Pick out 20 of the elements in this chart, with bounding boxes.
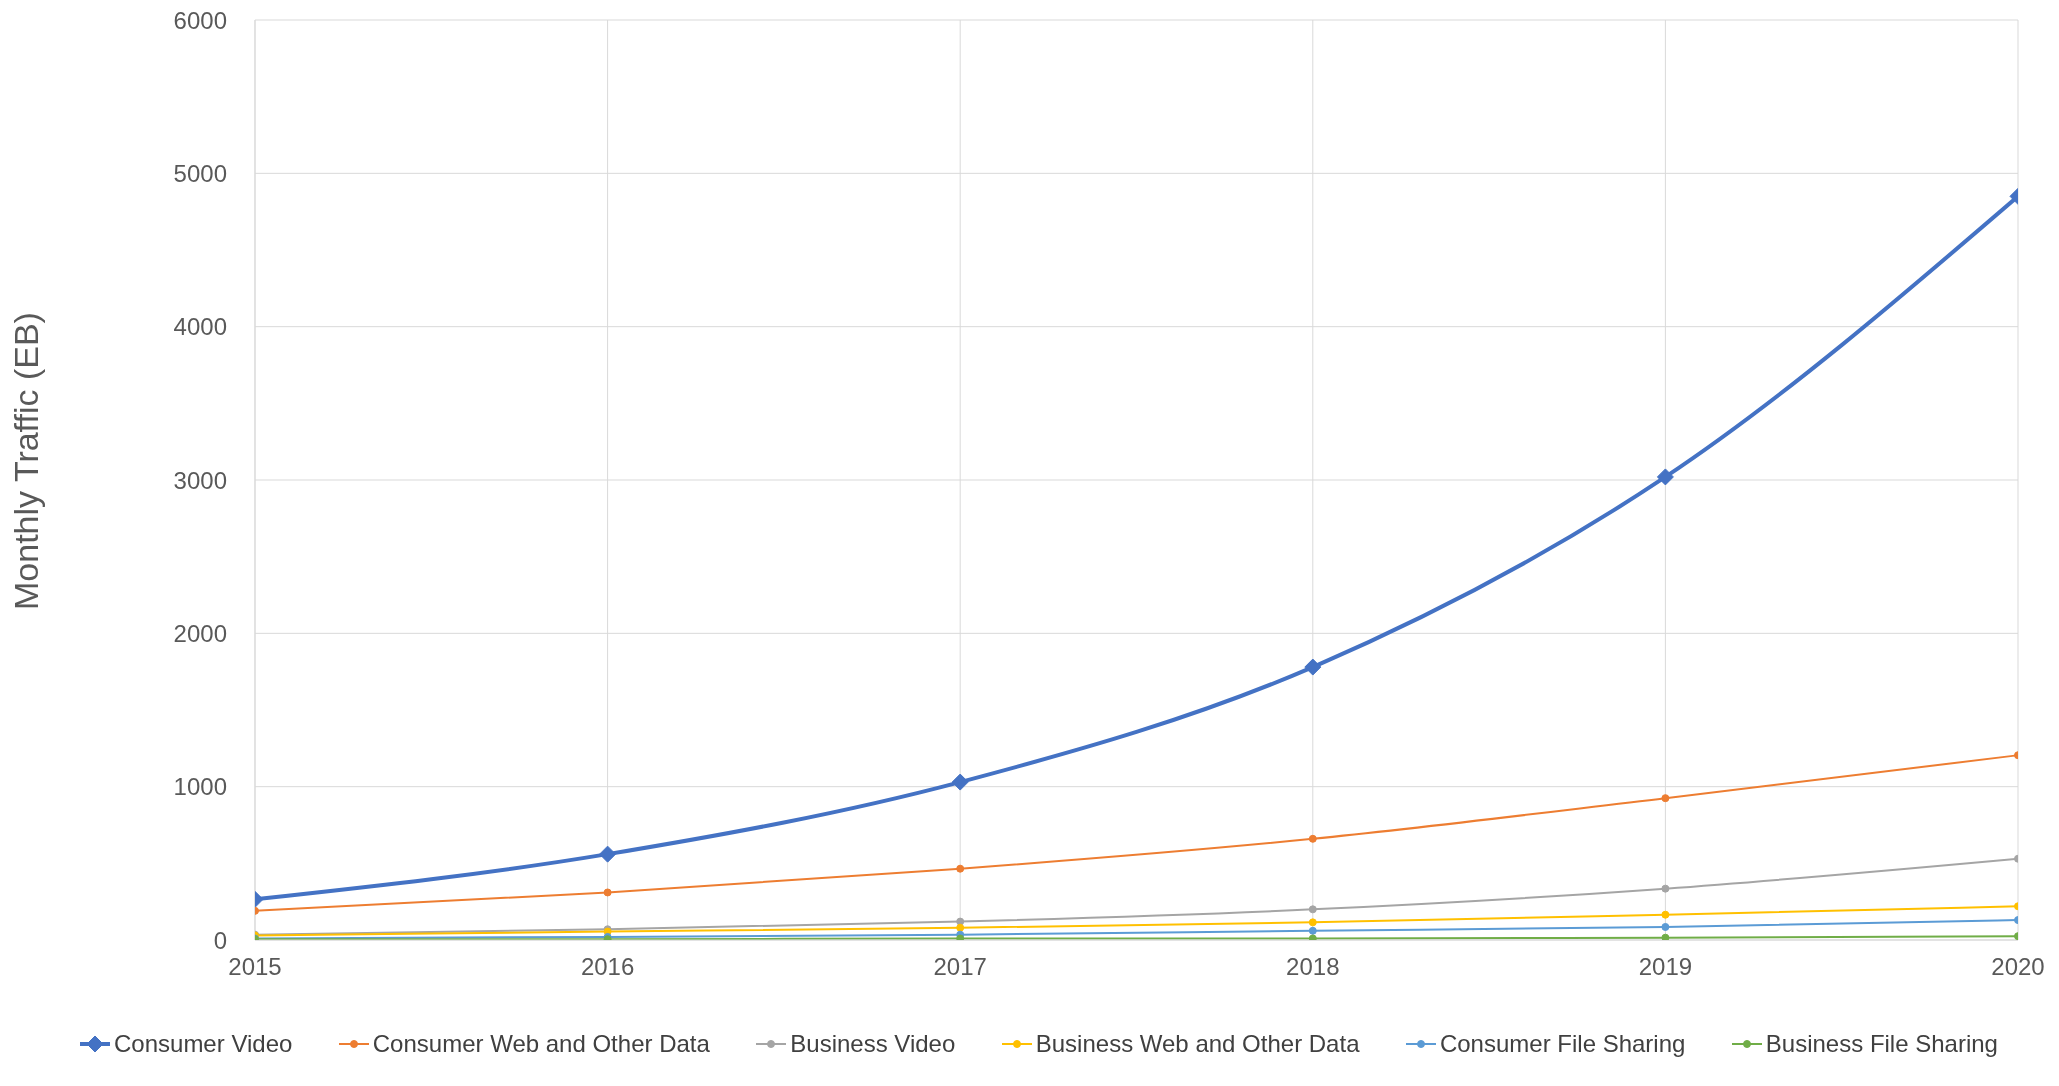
y-tick-label: 2000	[173, 619, 227, 647]
y-tick-label: 5000	[173, 159, 227, 187]
x-tick-label: 2015	[228, 953, 282, 981]
legend-label: Business File Sharing	[1765, 1030, 1998, 1058]
legend-label: Consumer Video	[114, 1030, 293, 1058]
legend-label: Business Web and Other Data	[1035, 1030, 1360, 1058]
x-tick-label: 2016	[580, 953, 635, 981]
legend-label: Business Video	[790, 1030, 956, 1058]
legend-label: Consumer Web and Other Data	[372, 1030, 710, 1058]
x-tick-label: 2017	[933, 953, 987, 981]
y-tick-label: 4000	[173, 313, 227, 341]
y-tick-label: 0	[213, 926, 227, 954]
legend-label: Consumer File Sharing	[1439, 1030, 1686, 1058]
y-tick-label: 3000	[173, 466, 227, 494]
x-tick-label: 2018	[1286, 953, 1340, 981]
y-axis-title: Monthly Traffic (EB)	[7, 312, 46, 610]
y-tick-label: 6000	[173, 6, 227, 34]
x-tick-label: 2020	[1991, 953, 2045, 981]
x-tick-label: 2019	[1638, 953, 1693, 981]
y-tick-label: 1000	[173, 773, 227, 801]
